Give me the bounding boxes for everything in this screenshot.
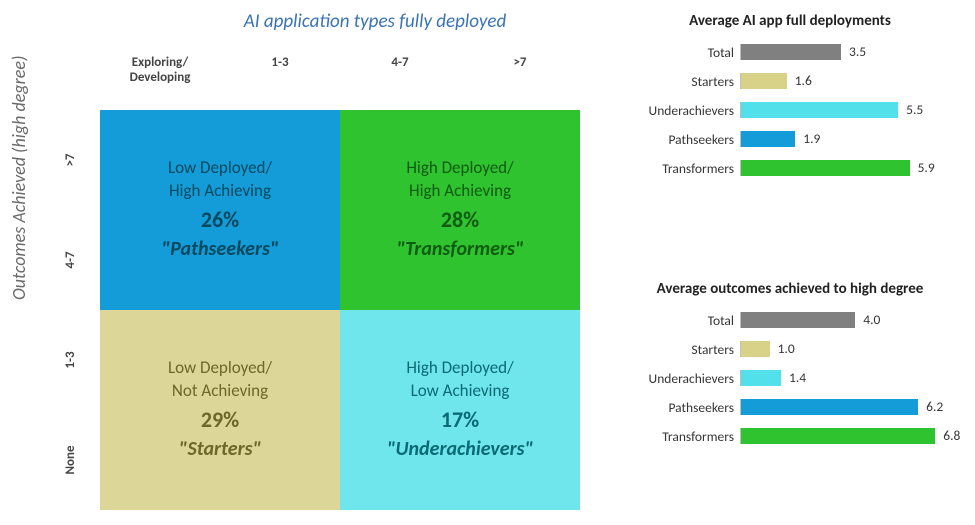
- bar-value: 1.6: [795, 72, 812, 89]
- bar-track: 1.4: [740, 370, 940, 386]
- quad-line1: High Deployed/Low Achieving: [406, 357, 513, 403]
- matrix-panel: AI application types fully deployed Expl…: [0, 0, 600, 525]
- bar-row: Starters 1.6: [610, 69, 970, 93]
- bar-value: 6.2: [926, 398, 943, 415]
- bar-fill: [741, 160, 910, 176]
- quadrant-pathseekers: Low Deployed/High Achieving26%"Pathseeke…: [100, 110, 340, 310]
- bar-fill: [741, 73, 787, 89]
- quad-name: "Starters": [179, 436, 262, 463]
- bar-fill: [741, 102, 898, 118]
- quad-line1: High Deployed/High Achieving: [406, 157, 513, 203]
- charts-panel: Average AI app full deployments Total 3.5 S…: [610, 0, 970, 525]
- col-header-0-text: Exploring/Developing: [130, 55, 191, 85]
- bar-fill: [741, 44, 841, 60]
- quad-name: "Pathseekers": [161, 236, 278, 263]
- quad-pct: 17%: [441, 405, 479, 435]
- bar-track: 6.2: [740, 399, 940, 415]
- quad-line1: Low Deployed/Not Achieving: [168, 357, 272, 403]
- bar-row: Underachievers 1.4: [610, 366, 970, 390]
- bar-track: 6.8: [740, 428, 940, 444]
- bar-track: 3.5: [740, 44, 940, 60]
- matrix-x-title: AI application types fully deployed: [185, 10, 565, 33]
- quad-pct: 28%: [441, 205, 479, 235]
- bar-value: 6.8: [943, 427, 960, 444]
- chart-title: Average AI app full deployments: [610, 12, 970, 30]
- bar-label: Total: [610, 312, 740, 329]
- bar-fill: [741, 312, 855, 328]
- col-header-3-text: >7: [513, 55, 526, 70]
- quad-name: "Transformers": [396, 236, 523, 263]
- bar-track: 1.9: [740, 131, 940, 147]
- bar-label: Transformers: [610, 160, 740, 177]
- bar-fill: [741, 341, 770, 357]
- chart-title: Average outcomes achieved to high degree: [610, 280, 970, 298]
- bar-fill: [741, 370, 781, 386]
- matrix-col-headers: Exploring/Developing 1-3 4-7 >7: [100, 55, 580, 85]
- col-header-0: Exploring/Developing: [100, 55, 220, 85]
- bar-track: 4.0: [740, 312, 940, 328]
- bar-row: Total 4.0: [610, 308, 970, 332]
- bar-label: Starters: [610, 73, 740, 90]
- bar-fill: [741, 131, 795, 147]
- col-header-2: 4-7: [340, 55, 460, 85]
- col-header-1: 1-3: [220, 55, 340, 85]
- bar-track: 5.9: [740, 160, 940, 176]
- bar-value: 1.0: [778, 340, 795, 357]
- bar-row: Transformers6.8: [610, 424, 970, 448]
- bar-value: 5.9: [918, 159, 935, 176]
- bar-row: Starters 1.0: [610, 337, 970, 361]
- bar-value: 5.5: [906, 101, 923, 118]
- bar-label: Pathseekers: [610, 131, 740, 148]
- bar-track: 1.6: [740, 73, 940, 89]
- bar-row: Pathseekers 1.9: [610, 127, 970, 151]
- bar-row: Transformers 5.9: [610, 156, 970, 180]
- quad-line1: Low Deployed/High Achieving: [168, 157, 272, 203]
- matrix-grid: Low Deployed/High Achieving26%"Pathseeke…: [100, 110, 580, 510]
- col-header-3: >7: [460, 55, 580, 85]
- bar-row: Total 3.5: [610, 40, 970, 64]
- quadrant-starters: Low Deployed/Not Achieving29%"Starters": [100, 310, 340, 510]
- bar-value: 3.5: [849, 43, 866, 60]
- bar-fill: [741, 428, 935, 444]
- bar-label: Total: [610, 44, 740, 61]
- quad-pct: 29%: [201, 405, 239, 435]
- col-header-2-text: 4-7: [391, 55, 408, 70]
- bar-value: 4.0: [863, 311, 880, 328]
- bar-label: Underachievers: [610, 102, 740, 119]
- bar-label: Starters: [610, 341, 740, 358]
- bar-track: 1.0: [740, 341, 940, 357]
- col-header-1-text: 1-3: [271, 55, 288, 70]
- bar-row: Pathseekers 6.2: [610, 395, 970, 419]
- chart-deployments: Average AI app full deployments Total 3.5 S…: [610, 12, 970, 185]
- bar-value: 1.9: [803, 130, 820, 147]
- bar-fill: [741, 399, 918, 415]
- chart-outcomes: Average outcomes achieved to high degree…: [610, 280, 970, 453]
- quadrant-underachievers: High Deployed/Low Achieving17%"Underachi…: [340, 310, 580, 510]
- bar-label: Underachievers: [610, 370, 740, 387]
- quad-pct: 26%: [201, 205, 239, 235]
- matrix-row-labels: >7 4-7 1-3 None: [50, 110, 90, 510]
- bar-label: Pathseekers: [610, 399, 740, 416]
- quad-name: "Underachievers": [387, 436, 534, 463]
- bar-row: Underachievers 5.5: [610, 98, 970, 122]
- bar-value: 1.4: [789, 369, 806, 386]
- bar-track: 5.5: [740, 102, 940, 118]
- quadrant-transformers: High Deployed/High Achieving28%"Transfor…: [340, 110, 580, 310]
- bar-label: Transformers: [610, 428, 740, 445]
